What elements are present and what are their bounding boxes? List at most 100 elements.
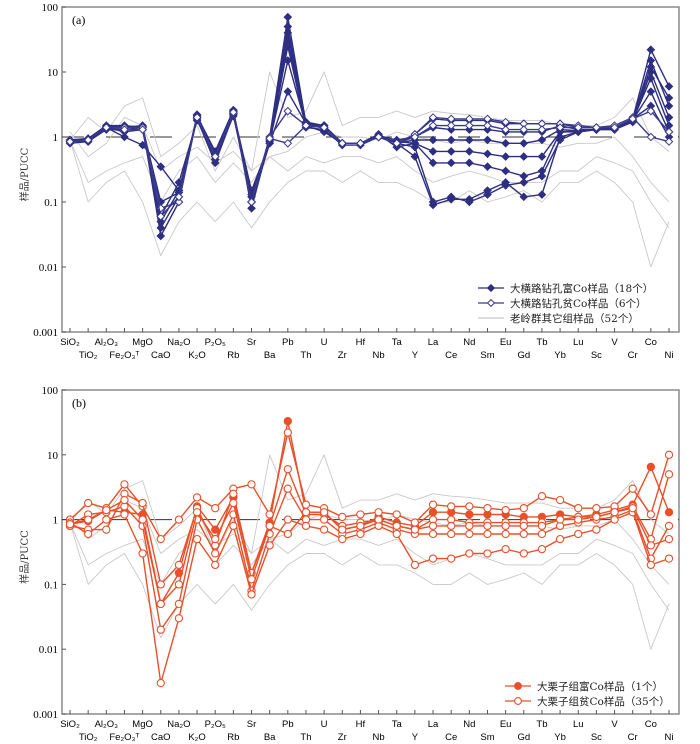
data-point <box>664 93 674 103</box>
data-point <box>120 480 129 489</box>
x-tick-label: Nd <box>463 719 475 730</box>
data-point <box>501 529 510 539</box>
y-tick-label: 1 <box>53 515 59 527</box>
data-point <box>301 521 311 531</box>
data-point <box>664 113 674 122</box>
y-tick-label: 10 <box>47 450 59 462</box>
legend-marker <box>486 298 496 308</box>
x-tick-label: Ce <box>445 350 457 361</box>
x-tick-label: Nb <box>372 350 384 361</box>
data-point <box>174 560 184 570</box>
x-tick-label: Zr <box>338 732 347 743</box>
data-point <box>646 132 656 142</box>
data-point <box>319 515 329 524</box>
x-tick-label: K₂O <box>188 350 205 361</box>
data-point <box>592 504 601 513</box>
data-point <box>501 181 510 190</box>
x-tick-label: P₂O₅ <box>205 719 226 730</box>
panel-a: 100 10 1 0.1 0.01 0.001 样品/PUCC (a) SiO₂ TiO₂ Al₂O… <box>18 2 680 361</box>
data-point <box>156 217 166 226</box>
data-point <box>446 158 456 168</box>
data-point <box>465 521 474 531</box>
x-tick-label: Ni <box>665 732 674 743</box>
data-point <box>537 492 547 501</box>
data-point <box>664 127 674 137</box>
data-point <box>555 123 565 132</box>
data-point <box>410 560 420 570</box>
data-point <box>428 508 438 517</box>
x-tick-label: K₂O <box>188 732 205 743</box>
x-tick-label: Ta <box>392 719 403 730</box>
data-point <box>537 135 547 145</box>
data-point <box>428 135 438 145</box>
data-point <box>628 114 638 124</box>
data-point <box>646 45 656 55</box>
data-point <box>174 515 184 524</box>
data-point <box>428 500 438 509</box>
y-axis-label: 样品/PUCC <box>18 147 31 201</box>
data-point <box>501 544 510 554</box>
data-point <box>501 138 510 148</box>
x-tick-label: Al₂O₃ <box>95 719 119 730</box>
x-tick-label: La <box>428 337 439 348</box>
x-tick-label: Cr <box>628 732 638 743</box>
data-point <box>356 138 365 148</box>
x-tick-label: Pb <box>282 337 294 348</box>
data-point <box>447 502 456 511</box>
data-point <box>428 121 438 130</box>
x-tick-label: U <box>321 719 328 730</box>
data-point <box>283 22 293 31</box>
data-point <box>428 158 438 168</box>
x-tick-label: CaO <box>151 350 171 361</box>
data-point <box>265 521 274 531</box>
x-tick-label: Lu <box>573 337 584 348</box>
data-point <box>555 515 565 524</box>
data-point <box>174 614 184 623</box>
y-tick-label: 0.01 <box>39 262 58 274</box>
x-tick-label: Ta <box>392 337 403 348</box>
data-point <box>301 508 311 517</box>
series-line <box>69 468 670 586</box>
data-point <box>211 525 220 534</box>
y-tick-label: 10 <box>47 67 59 79</box>
data-point <box>337 138 347 148</box>
y-tick-label: 0.1 <box>44 197 58 209</box>
data-point <box>410 142 420 152</box>
x-tick-label: Ce <box>445 732 457 743</box>
data-point <box>428 521 438 531</box>
data-point <box>537 190 547 199</box>
data-point <box>664 470 674 479</box>
x-tick-label: Th <box>300 350 311 361</box>
data-point <box>574 529 583 539</box>
data-point <box>138 515 147 524</box>
data-point <box>519 529 528 539</box>
x-tick-label: MgO <box>132 719 153 730</box>
x-tick-label: U <box>321 337 328 348</box>
data-point <box>664 554 674 563</box>
data-point <box>428 554 438 563</box>
data-point <box>501 166 510 176</box>
data-point <box>646 510 655 519</box>
data-point <box>229 521 238 531</box>
data-point <box>574 504 583 513</box>
x-tick-label: Zr <box>338 350 347 361</box>
y-tick-label: 100 <box>42 2 59 14</box>
x-tick-label: Yb <box>554 732 566 743</box>
x-tick-label: Cr <box>628 350 638 361</box>
data-point <box>428 197 438 207</box>
panel-label: (a) <box>72 13 85 27</box>
x-tick-label: Tb <box>536 719 547 730</box>
panel-b: 100 10 1 0.1 0.01 0.001 样品/PUCC (b) SiO₂ TiO₂ Al₂O… <box>18 385 680 743</box>
data-point <box>446 135 456 145</box>
data-point <box>247 480 256 489</box>
legend-marker <box>514 697 522 705</box>
data-point <box>265 134 274 143</box>
data-point <box>465 529 474 539</box>
data-point <box>283 465 292 474</box>
data-point <box>483 121 492 130</box>
data-point <box>519 521 528 531</box>
data-point <box>483 162 492 171</box>
y-tick-label: 0.1 <box>44 579 58 591</box>
data-point <box>356 521 365 531</box>
data-point <box>283 484 292 493</box>
